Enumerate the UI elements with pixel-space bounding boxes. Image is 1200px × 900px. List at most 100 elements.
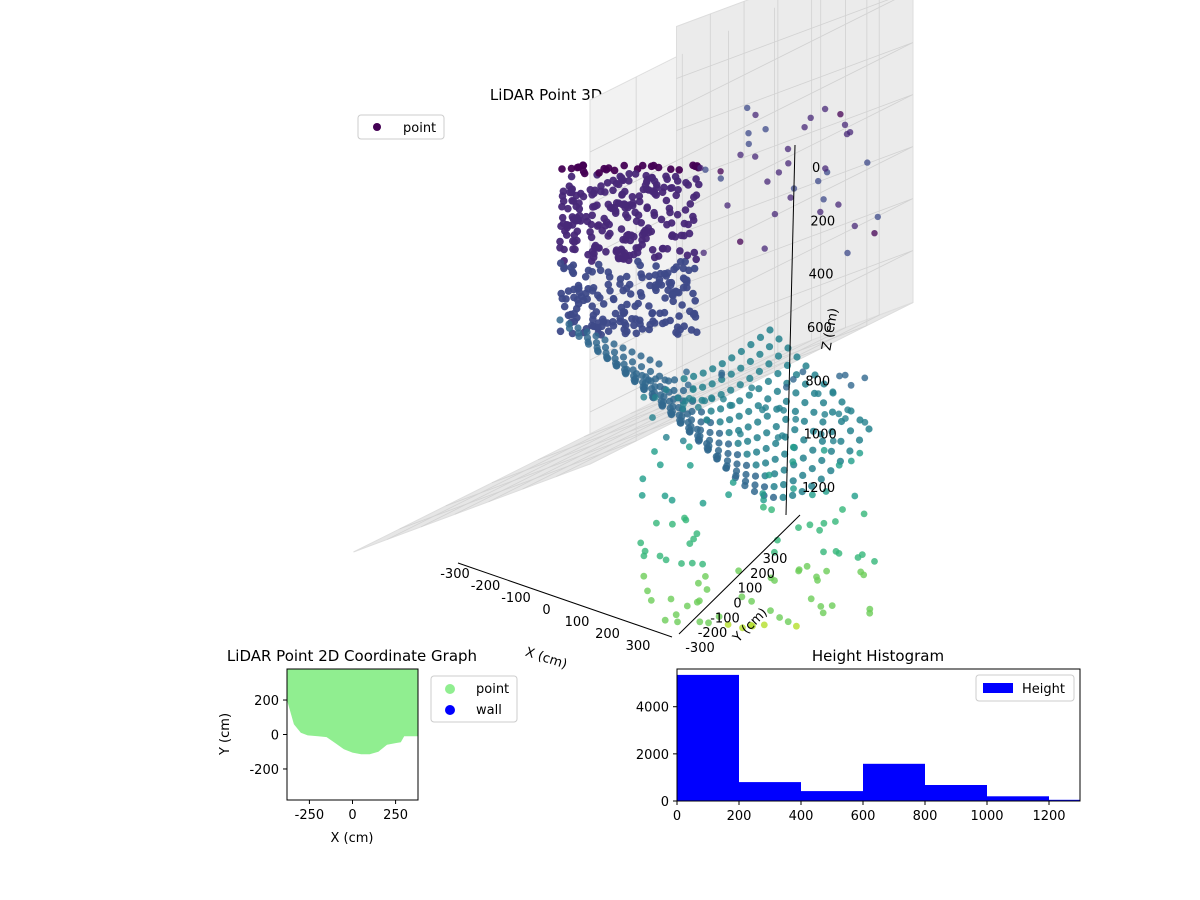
chart3d-point	[693, 425, 701, 433]
chart3d-point	[809, 491, 816, 499]
chart3d-point	[666, 397, 674, 405]
chart3d-point	[792, 389, 800, 397]
chart3d-point	[724, 449, 732, 458]
chart3d-point	[729, 479, 737, 486]
chart3d-point	[764, 395, 772, 403]
chart3d-point	[828, 408, 837, 416]
chart3d-point	[686, 200, 695, 208]
chart3d-point	[662, 386, 670, 394]
chart3d-point	[810, 408, 818, 416]
chart3d-point	[709, 365, 717, 373]
chart3d-point	[556, 237, 564, 246]
chart3d-point	[636, 320, 644, 328]
chart3d-point	[594, 221, 603, 229]
chart3d-point	[689, 310, 698, 319]
chart3d-x-tick-label: 300	[626, 639, 651, 654]
chart3d-point	[573, 163, 582, 172]
chart3d-point	[763, 412, 771, 420]
chart3d-point	[690, 372, 698, 380]
chart3d-point	[692, 191, 701, 199]
chart3d-point	[683, 283, 691, 292]
chart2d-y-tick-label: 200	[254, 694, 279, 709]
hist-bars	[677, 674, 1080, 801]
chart3d-point	[683, 251, 692, 260]
chart3d-point	[722, 464, 730, 472]
chart3d-point	[564, 311, 573, 320]
chart3d-point	[800, 436, 808, 444]
chart3d-point	[684, 418, 692, 426]
chart3d-y-tick-label: -100	[710, 611, 740, 626]
chart3d-point	[856, 449, 864, 457]
chart3d-point	[681, 514, 688, 522]
chart3d-point	[684, 220, 692, 229]
chart3d-point	[846, 447, 854, 455]
chart3d-point	[645, 272, 653, 281]
chart3d-point	[605, 273, 614, 281]
chart3d-point	[795, 524, 802, 531]
chart3d-point	[737, 151, 744, 158]
chart3d-point	[690, 248, 699, 257]
chart3d-y-tick-label: 300	[763, 552, 788, 567]
chart3d-point	[820, 548, 827, 556]
chart3d-point	[773, 387, 782, 395]
chart3d-point	[679, 264, 688, 273]
chart3d-point	[601, 336, 609, 344]
chart3d-point	[570, 293, 578, 302]
chart3d-point	[655, 275, 664, 284]
chart3d-point	[847, 381, 855, 389]
chart3d-point	[629, 366, 637, 374]
hist-bar	[801, 791, 863, 801]
chart3d-point	[860, 510, 868, 518]
chart3d-point	[677, 231, 686, 240]
chart3d-point	[556, 259, 565, 268]
chart3d-point	[626, 290, 635, 298]
chart3d-point	[818, 456, 826, 465]
chart3d-point	[661, 492, 669, 500]
chart3d-gridline	[589, 0, 895, 153]
chart3d-point	[604, 280, 613, 289]
chart3d-point	[835, 201, 842, 208]
chart3d-x-tick-label: -100	[501, 591, 531, 606]
chart3d-point	[638, 371, 646, 380]
chart3d-point	[745, 140, 752, 148]
chart3d-point	[765, 360, 773, 368]
chart3d-point	[689, 212, 697, 221]
chart3d-point	[809, 427, 818, 435]
chart3d-point	[675, 166, 683, 174]
chart3d-point	[608, 204, 616, 213]
chart3d-point	[819, 399, 828, 407]
chart3d-point	[774, 434, 782, 441]
chart3d-point	[652, 181, 661, 189]
chart3d-point	[650, 211, 659, 220]
chart3d-point	[724, 440, 733, 448]
chart3d-point	[569, 285, 578, 294]
chart3d-point	[846, 129, 854, 136]
chart3d-point	[589, 315, 597, 324]
hist-x-tick-label: 0	[673, 809, 681, 824]
chart3d-point	[620, 161, 628, 170]
chart3d-point	[582, 289, 590, 298]
chart3d-point	[817, 208, 824, 216]
chart3d-y-tick-label: 100	[738, 582, 763, 597]
chart3d-point	[744, 104, 751, 112]
chart3d-point	[621, 366, 629, 374]
chart3d-point	[638, 240, 646, 249]
chart3d-gridline	[589, 42, 914, 205]
chart3d-point	[637, 270, 645, 278]
chart3d-point	[839, 506, 846, 513]
chart3d-point	[752, 153, 759, 160]
chart3d-point	[592, 308, 601, 316]
chart3d-point	[634, 299, 642, 308]
chart3d-point	[652, 262, 660, 270]
chart3d-point	[648, 385, 656, 393]
chart3d-point	[589, 253, 598, 262]
chart3d-point	[688, 559, 696, 567]
chart3d-point	[702, 166, 709, 173]
chart3d-point	[718, 360, 726, 368]
chart3d-point	[806, 521, 814, 529]
chart3d-point	[652, 191, 660, 199]
chart3d-point	[638, 492, 646, 499]
chart3d-point	[561, 227, 569, 235]
chart3d-point	[809, 446, 817, 454]
chart3d-point	[737, 364, 745, 372]
